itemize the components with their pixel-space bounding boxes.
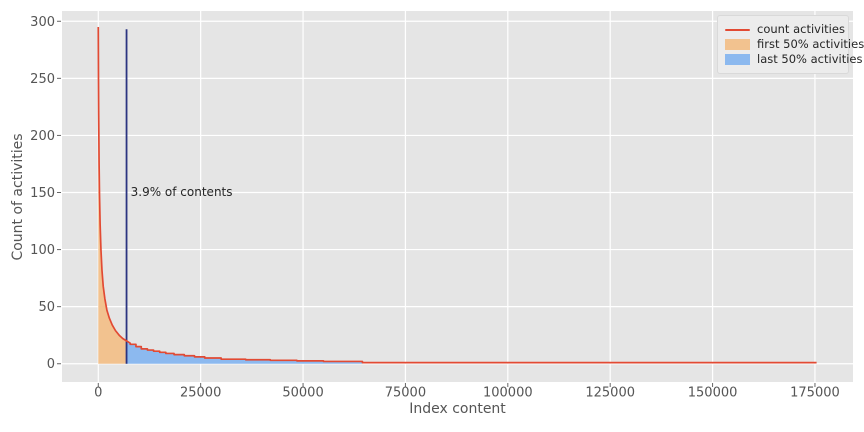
y-tick-label: 150 xyxy=(30,186,55,201)
y-axis-label: Count of activities xyxy=(10,133,26,261)
y-tick-label: 300 xyxy=(30,15,55,30)
legend-patch-swatch-orange xyxy=(725,39,750,50)
legend: count activities first 50% activities la… xyxy=(717,15,864,74)
legend-label: first 50% activities xyxy=(757,37,864,51)
legend-item-first-50: first 50% activities xyxy=(725,37,864,52)
legend-patch-swatch-blue xyxy=(725,54,750,65)
legend-item-last-50: last 50% activities xyxy=(725,52,862,67)
x-tick-label: 150000 xyxy=(688,386,738,401)
annotation-percent-of-contents: 3.9% of contents xyxy=(131,185,233,199)
x-tick-label: 175000 xyxy=(790,386,840,401)
x-axis-label: Index content xyxy=(409,401,506,417)
fill-first-50-activities xyxy=(98,26,127,364)
legend-line-swatch xyxy=(725,28,750,31)
y-tick-label: 100 xyxy=(30,243,55,258)
y-tick-label: 200 xyxy=(30,129,55,144)
x-tick-label: 50000 xyxy=(282,386,323,401)
x-tick-label: 100000 xyxy=(483,386,533,401)
y-tick-label: 50 xyxy=(38,300,55,315)
fill-last-50-activities xyxy=(126,340,363,364)
y-tick-label: 0 xyxy=(47,357,55,372)
count-activities-line xyxy=(97,26,817,364)
y-tick-label: 250 xyxy=(30,72,55,87)
x-tick-label: 125000 xyxy=(585,386,635,401)
legend-item-count-activities: count activities xyxy=(725,22,845,37)
x-tick-label: 0 xyxy=(94,386,102,401)
legend-label: count activities xyxy=(757,22,845,36)
x-tick-label: 75000 xyxy=(385,386,426,401)
x-tick-label: 25000 xyxy=(180,386,221,401)
legend-label: last 50% activities xyxy=(757,52,863,66)
